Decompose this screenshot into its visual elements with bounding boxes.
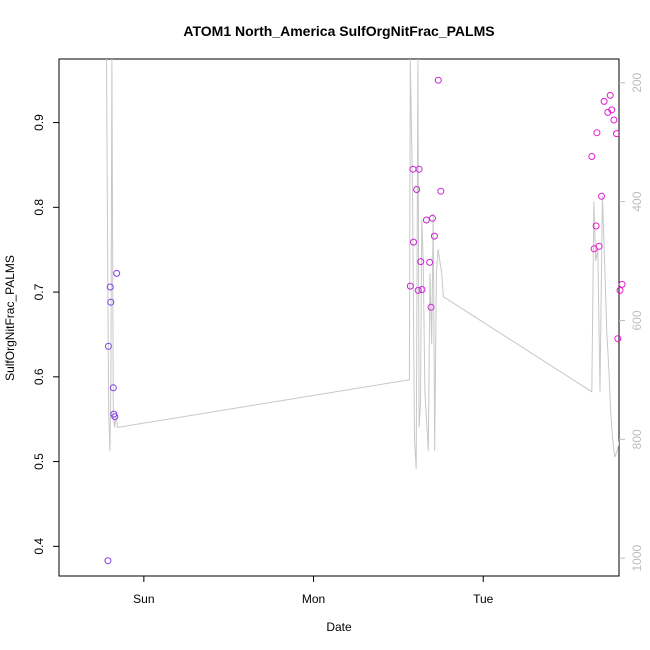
data-point xyxy=(618,280,626,288)
data-point xyxy=(588,153,596,160)
y-tick-label: 0.7 xyxy=(32,283,46,300)
y-tick-label: 0.4 xyxy=(32,538,46,555)
data-point xyxy=(113,269,121,277)
data-point xyxy=(406,282,414,290)
data-point xyxy=(410,238,417,246)
right-tick-label: 400 xyxy=(630,191,644,211)
right-tick-label: 800 xyxy=(630,429,644,449)
x-tick-label: Mon xyxy=(302,592,325,606)
data-point xyxy=(427,303,435,311)
data-point xyxy=(606,91,614,99)
x-tick-label: Sun xyxy=(133,592,154,606)
data-point xyxy=(418,286,426,293)
right-axis: 200 400 600 800 1000 xyxy=(619,72,644,572)
data-point xyxy=(414,286,422,294)
y-tick-label: 0.8 xyxy=(32,199,46,216)
data-point xyxy=(413,186,421,193)
data-point xyxy=(600,97,608,105)
y-axis: 0.4 0.5 0.6 0.7 0.8 0.9 xyxy=(32,114,59,555)
data-point xyxy=(608,106,616,114)
data-point xyxy=(610,116,618,124)
data-point xyxy=(417,258,425,266)
series-line-path xyxy=(106,59,619,470)
data-point xyxy=(595,242,603,250)
data-point xyxy=(430,232,438,240)
data-point xyxy=(107,298,115,306)
data-point xyxy=(592,222,600,230)
series-points xyxy=(104,76,626,565)
data-point xyxy=(593,129,601,137)
x-tick-label: Tue xyxy=(473,592,494,606)
data-point xyxy=(429,214,436,222)
right-tick-label: 200 xyxy=(630,72,644,92)
x-axis: Sun Mon Tue xyxy=(133,576,494,606)
data-point xyxy=(613,130,620,138)
data-point xyxy=(104,342,112,350)
right-tick-label: 1000 xyxy=(630,545,644,572)
y-tick-label: 0.6 xyxy=(32,368,46,385)
data-point xyxy=(111,413,119,421)
data-point xyxy=(409,165,417,173)
right-tick-label: 600 xyxy=(630,310,644,330)
data-point xyxy=(434,76,442,84)
series-line xyxy=(106,59,619,470)
data-point xyxy=(104,557,112,565)
data-point xyxy=(437,187,445,195)
data-point xyxy=(426,258,434,266)
plot-frame xyxy=(58,58,620,577)
data-point xyxy=(109,384,117,392)
chart-title: ATOM1 North_America SulfOrgNitFrac_PALMS xyxy=(183,23,494,39)
data-point xyxy=(598,192,605,200)
x-axis-label: Date xyxy=(326,620,352,634)
data-point xyxy=(106,283,114,291)
y-axis-label: SulfOrgNitFrac_PALMS xyxy=(3,255,17,381)
data-point xyxy=(616,286,624,294)
data-point xyxy=(415,165,423,173)
data-point xyxy=(614,335,622,343)
y-tick-label: 0.5 xyxy=(32,453,46,470)
y-tick-label: 0.9 xyxy=(32,114,46,131)
data-point xyxy=(422,216,430,224)
